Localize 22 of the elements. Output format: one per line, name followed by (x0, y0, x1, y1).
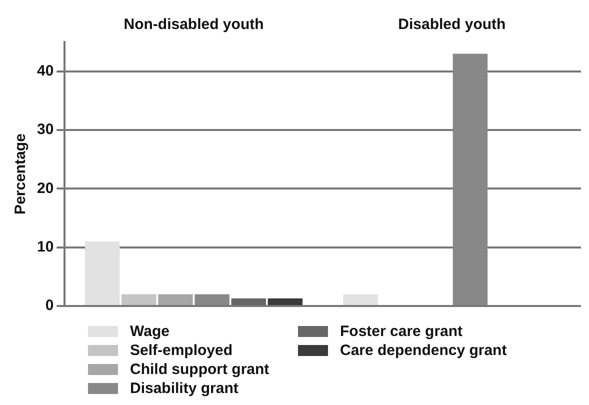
bar (84, 241, 120, 305)
y-tick-label: 30 (36, 121, 54, 138)
bar (194, 294, 230, 305)
legend-label: Wage (130, 323, 170, 340)
y-tick-label: 20 (36, 180, 54, 197)
y-axis-title: Percentage (12, 134, 30, 214)
y-tick-label: 10 (36, 238, 54, 256)
y-tick-label: 0 (45, 297, 54, 314)
legend-label: Disability grant (130, 380, 238, 397)
bar (122, 294, 156, 305)
bar (158, 294, 193, 305)
legend-label: Self-employed (130, 342, 233, 359)
y-tick-label: 40 (36, 62, 54, 80)
bar (343, 294, 378, 305)
legend-label: Child support grant (130, 361, 270, 378)
x-tick-label: Non-disabled youth (124, 16, 264, 34)
legend-label: Foster care grant (340, 323, 463, 340)
x-tick-label: Disabled youth (398, 16, 506, 34)
bar (268, 298, 303, 305)
legend-label: Care dependency grant (340, 342, 507, 359)
bar (452, 54, 488, 305)
bar (231, 298, 266, 305)
